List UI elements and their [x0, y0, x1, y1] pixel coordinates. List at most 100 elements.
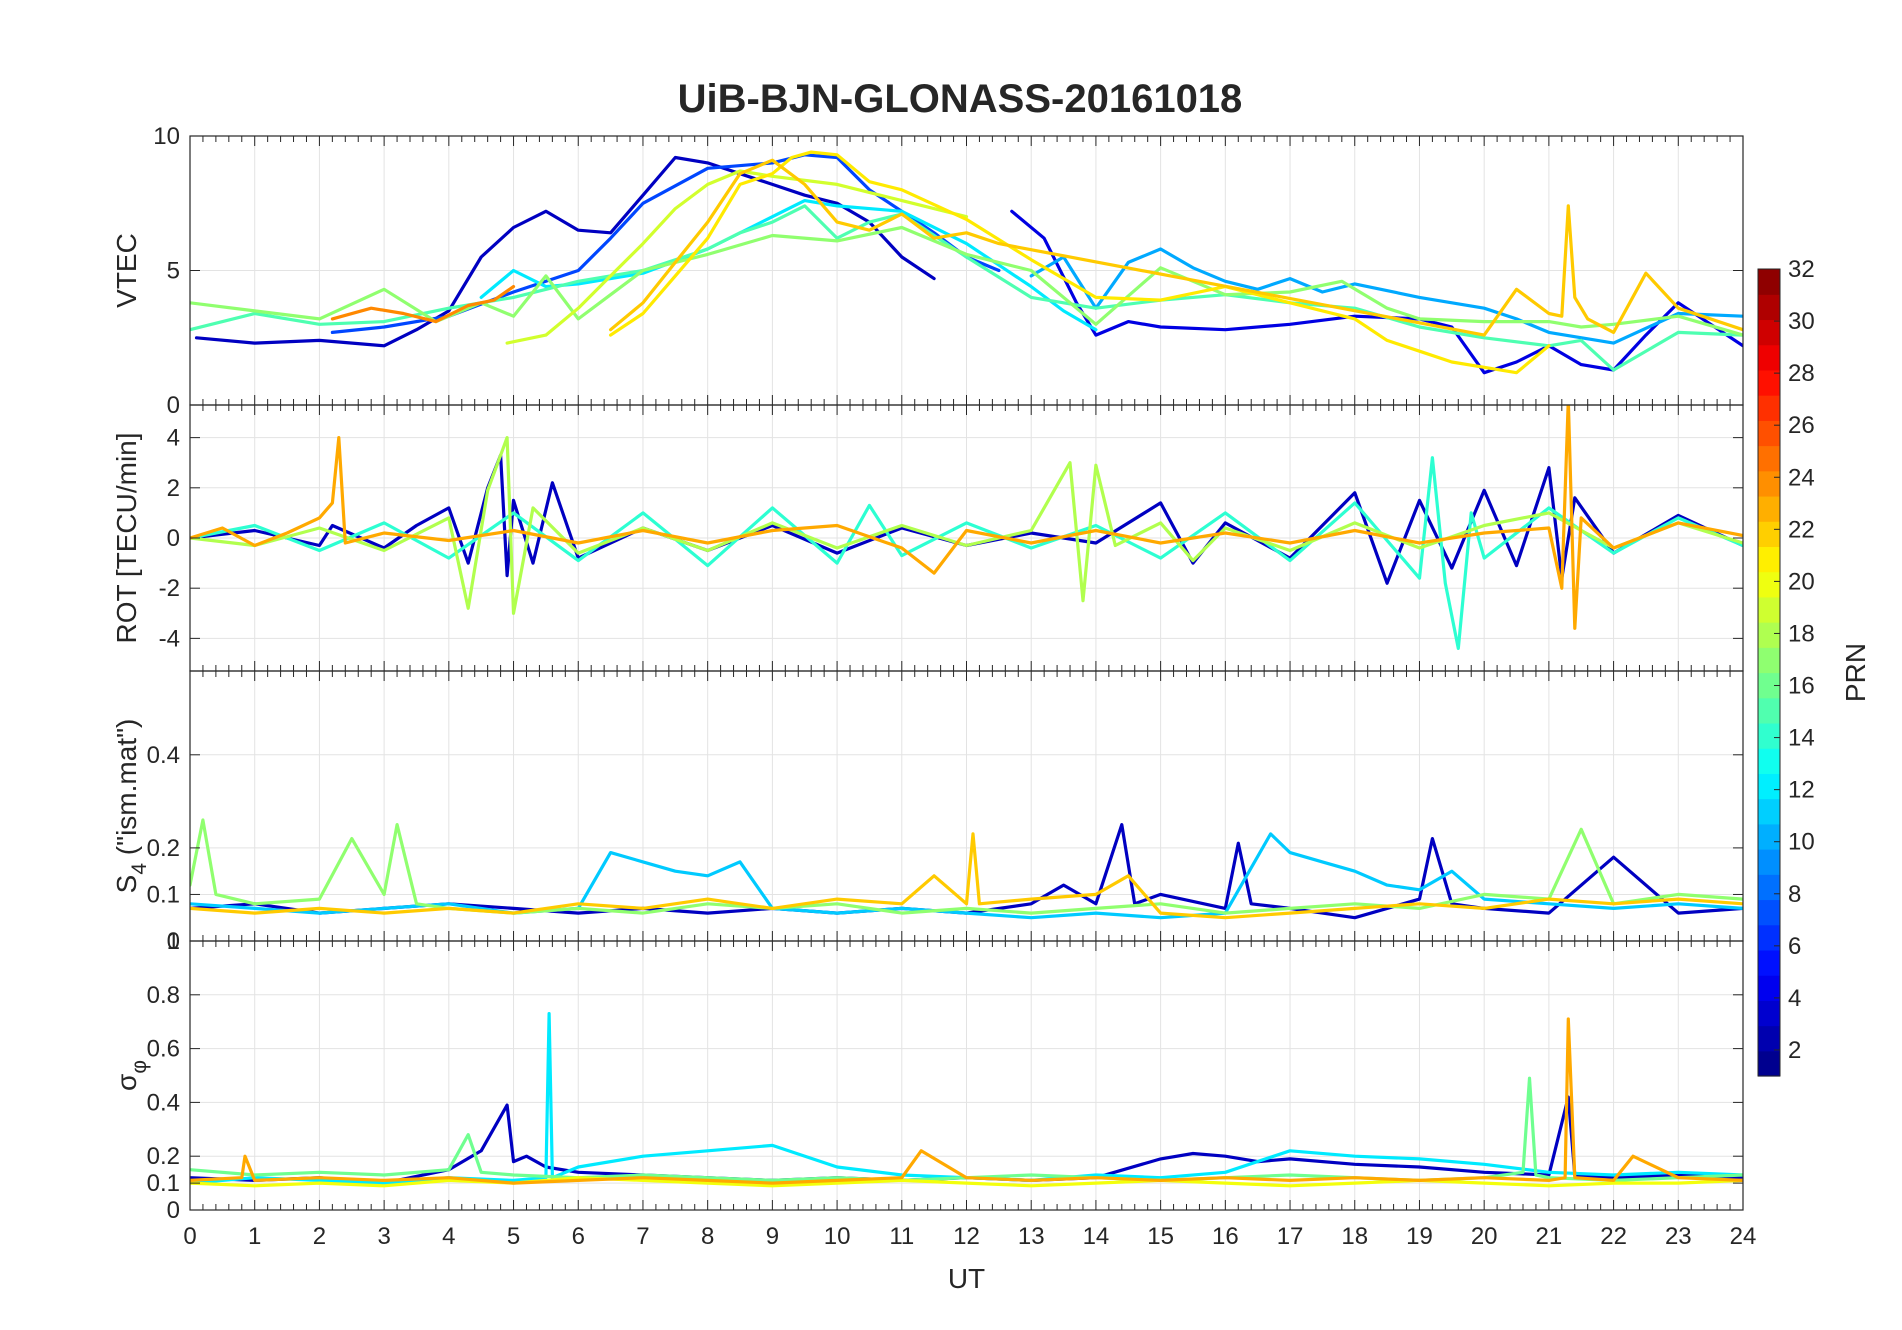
series-line-prn-16	[190, 1076, 1743, 1183]
colorbar-segment	[1758, 294, 1780, 321]
x-tick-label: 11	[889, 1223, 914, 1250]
colorbar-segment	[1758, 1000, 1780, 1027]
y-tick-label: 5	[167, 258, 180, 285]
y-tick-label: 0.8	[147, 982, 180, 1009]
y-tick-label: 0	[167, 392, 180, 419]
colorbar-segment	[1758, 344, 1780, 371]
y-tick-label: 1	[167, 928, 180, 955]
x-tick-label: 6	[572, 1223, 585, 1250]
series-line-prn-22	[190, 832, 1743, 920]
colorbar-segment	[1758, 773, 1780, 800]
series-group	[190, 150, 1743, 375]
y-tick-label: 0.2	[147, 835, 180, 862]
colorbar-segment	[1758, 1025, 1780, 1052]
y-tick-label: 10	[153, 123, 180, 150]
panel-vtec: 0 5 10 VTEC	[111, 123, 1744, 419]
panel-rot: -4 -2 0 2 4 ROT [TECU/min]	[111, 404, 1744, 672]
colorbar-tick-label: 2	[1788, 1037, 1801, 1064]
series-line-prn-20	[190, 1176, 1743, 1188]
y-axis-label: σφ	[111, 1060, 151, 1091]
series-line-prn-19	[505, 169, 969, 345]
colorbar-segment	[1758, 849, 1780, 875]
colorbar-segment	[1758, 470, 1780, 497]
series-line-prn-22	[608, 158, 1743, 337]
colorbar-segment	[1758, 546, 1780, 573]
y-tick-label: -4	[159, 625, 180, 652]
x-tick-label: 17	[1277, 1223, 1304, 1250]
colorbar-segment	[1758, 798, 1780, 825]
y-tick-label: 0.4	[147, 1089, 180, 1116]
y-tick-label: 0.2	[147, 1143, 180, 1170]
colorbar-tick-label: 22	[1788, 516, 1815, 543]
colorbar-segment	[1758, 521, 1780, 548]
y-tick-label: 4	[167, 425, 180, 452]
colorbar-segment	[1758, 823, 1780, 850]
colorbar-segment	[1758, 672, 1780, 699]
colorbar-segment	[1758, 495, 1780, 522]
colorbar-segment	[1758, 369, 1780, 396]
colorbar-tick-label: 8	[1788, 881, 1801, 908]
colorbar-segment	[1758, 748, 1780, 774]
series-line-prn-23	[190, 1017, 1743, 1185]
x-tick-label: 8	[701, 1223, 714, 1250]
x-tick-label: 24	[1730, 1223, 1757, 1250]
x-tick-label: 10	[824, 1223, 851, 1250]
colorbar-segment	[1758, 975, 1780, 1001]
colorbar-segment	[1758, 445, 1780, 472]
x-tick-label: 13	[1018, 1223, 1045, 1250]
y-tick-label: 0.1	[147, 1170, 180, 1197]
series-line-prn-3	[194, 155, 936, 348]
x-tick-label: 9	[766, 1223, 779, 1250]
colorbar-segment	[1758, 571, 1780, 598]
series-line-prn-23	[190, 405, 1743, 630]
x-tick-label: 0	[183, 1223, 196, 1250]
y-tick-label: 2	[167, 475, 180, 502]
colorbar-segment	[1758, 924, 1780, 951]
x-tick-label: 12	[953, 1223, 980, 1250]
colorbar-segment	[1758, 949, 1780, 976]
x-tick-label: 14	[1083, 1223, 1110, 1250]
colorbar-segment	[1758, 395, 1780, 421]
colorbar-tick-label: 10	[1788, 829, 1815, 856]
colorbar-tick-label: 4	[1788, 985, 1801, 1012]
x-tick-label: 22	[1600, 1223, 1627, 1250]
colorbar-tick-label: 6	[1788, 933, 1801, 960]
series-group	[190, 1011, 1743, 1188]
colorbar-segment	[1758, 622, 1780, 648]
colorbar-segment	[1758, 596, 1780, 623]
series-line-prn-10	[1029, 247, 1743, 345]
colorbar-tick-label: 32	[1788, 256, 1815, 283]
x-tick-label: 23	[1665, 1223, 1692, 1250]
x-tick-label: 1	[248, 1223, 261, 1250]
y-axis-label: S4 ("ism.mat")	[111, 719, 151, 894]
x-tick-label: 16	[1212, 1223, 1239, 1250]
x-tick-label: 5	[507, 1223, 520, 1250]
x-tick-label: 7	[636, 1223, 649, 1250]
y-tick-label: 0.4	[147, 742, 180, 769]
colorbar-segment	[1758, 269, 1780, 295]
colorbar-segment	[1758, 319, 1780, 346]
x-tick-label: 4	[442, 1223, 455, 1250]
y-tick-label: 0.6	[147, 1036, 180, 1063]
x-tick-label: 18	[1341, 1223, 1368, 1250]
colorbar-tick-label: 30	[1788, 308, 1815, 335]
colorbar-tick-label: 24	[1788, 464, 1815, 491]
series-line-prn-24	[330, 285, 516, 324]
x-tick-label: 21	[1536, 1223, 1563, 1250]
y-tick-label: 0.1	[147, 881, 180, 908]
series-group	[190, 818, 1743, 920]
colorbar-tick-label: 16	[1788, 673, 1815, 700]
series-line-prn-3	[190, 822, 1743, 920]
colorbar-segment	[1758, 697, 1780, 724]
x-tick-label: 2	[313, 1223, 326, 1250]
colorbar-tick-label: 28	[1788, 360, 1815, 387]
colorbar-tick-label: 14	[1788, 725, 1815, 752]
colorbar-frame	[1757, 268, 1781, 1077]
y-tick-label: 0	[167, 928, 180, 955]
series-line-prn-21	[608, 150, 1551, 375]
chart-title: UiB-BJN-GLONASS-20161018	[678, 77, 1243, 121]
series-group	[190, 405, 1743, 651]
